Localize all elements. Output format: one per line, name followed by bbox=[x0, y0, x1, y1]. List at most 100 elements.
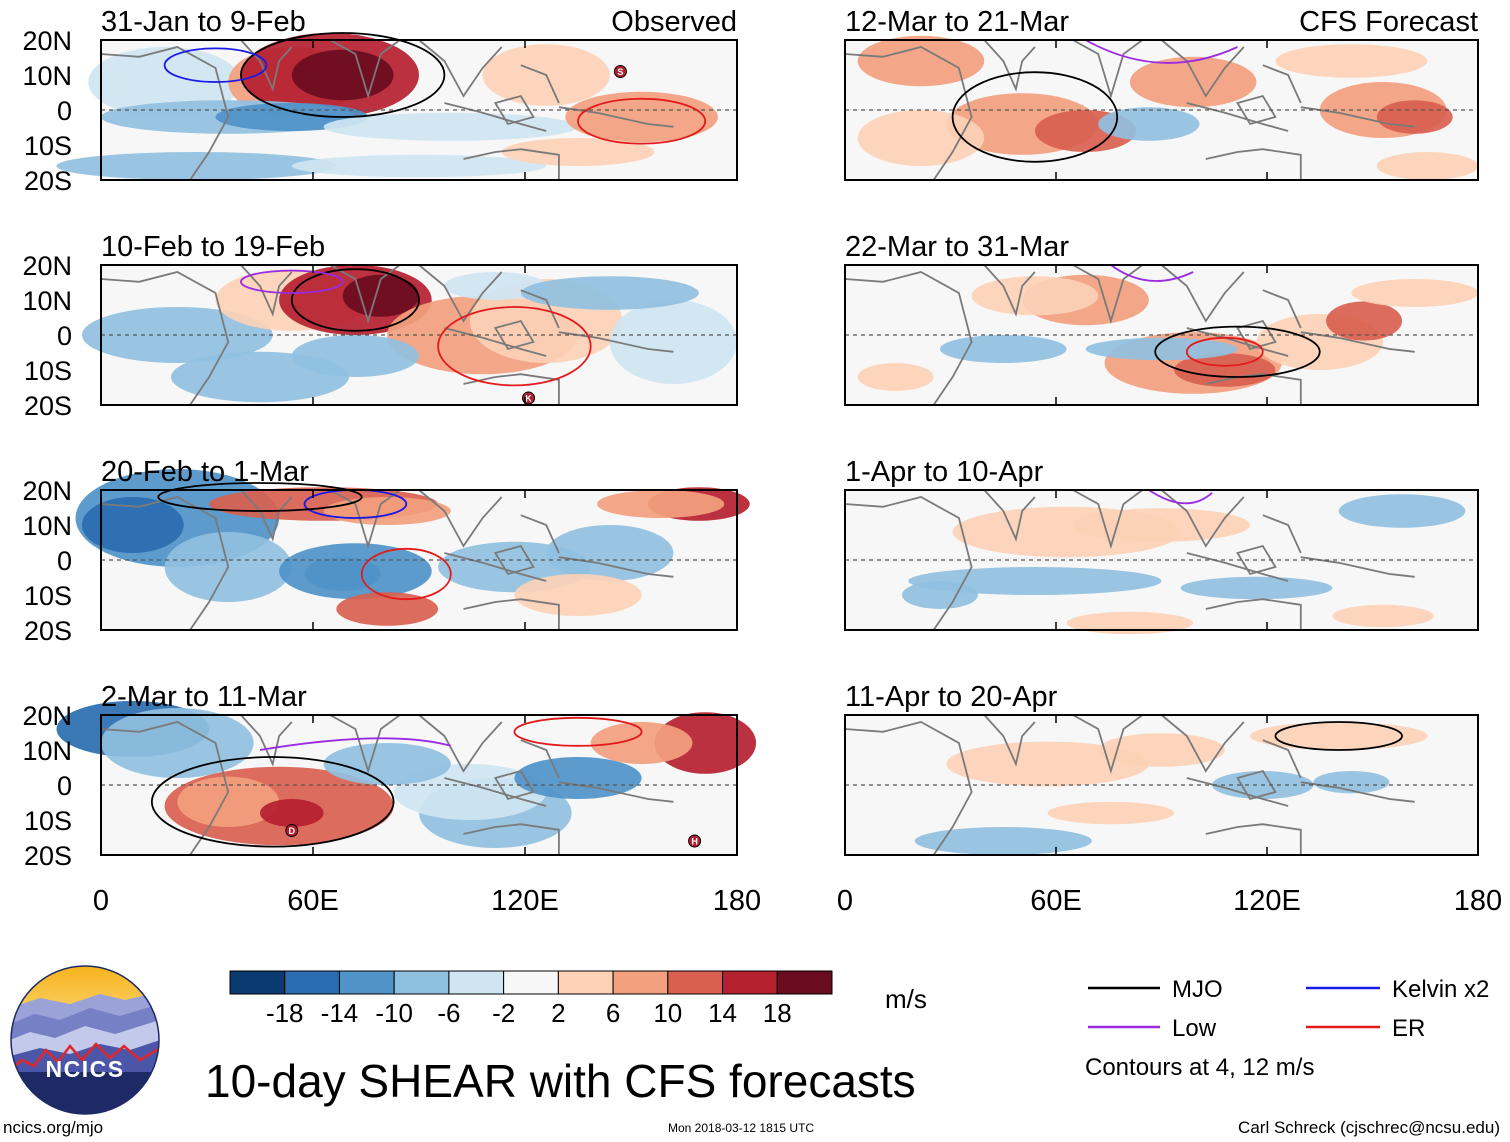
coastline bbox=[558, 556, 674, 578]
contour-er bbox=[577, 97, 707, 145]
colorbar-tick-label: -2 bbox=[492, 998, 515, 1028]
contour-low bbox=[259, 737, 452, 751]
coastline bbox=[463, 598, 560, 630]
x-tick-label: 120E bbox=[491, 885, 559, 917]
panel-date-label: 22-Mar to 31-Mar bbox=[845, 231, 1069, 263]
shear-region bbox=[1250, 722, 1428, 750]
coastline bbox=[240, 714, 293, 767]
y-tick-label: 0 bbox=[57, 771, 72, 801]
coastline bbox=[520, 739, 560, 779]
shear-region bbox=[514, 574, 642, 616]
y-tick-label: 10S bbox=[24, 131, 72, 161]
coastline bbox=[520, 289, 560, 329]
panel-1-3: 11-Apr to 20-Apr bbox=[844, 681, 1479, 856]
shear-region bbox=[565, 91, 718, 143]
y-tick-label: 0 bbox=[57, 321, 72, 351]
y-tick-label: 20N bbox=[22, 476, 72, 506]
coastline bbox=[444, 777, 547, 807]
y-tick-label: 20S bbox=[24, 841, 72, 871]
coastline bbox=[1262, 739, 1302, 779]
shear-region bbox=[946, 741, 1149, 787]
y-tick-label: 10S bbox=[24, 356, 72, 386]
storm-symbol: S bbox=[617, 67, 623, 77]
shear-region bbox=[291, 335, 419, 377]
coastline bbox=[558, 106, 674, 128]
panel-0-0: S 31-Jan to 9-Feb Observed bbox=[56, 6, 738, 181]
shear-region bbox=[501, 138, 655, 166]
colorbar-segment bbox=[393, 970, 450, 995]
panel-frame bbox=[844, 264, 1479, 406]
coastline bbox=[463, 823, 560, 855]
colorbar-tick-label: -14 bbox=[321, 998, 359, 1028]
shear-region bbox=[101, 708, 254, 778]
panel-frame bbox=[100, 264, 738, 406]
colorbar: -18 -14 -10 -6 -2 2 6 10 14 18 bbox=[229, 970, 833, 1028]
colorbar-segment bbox=[338, 970, 395, 995]
coastline bbox=[1205, 823, 1302, 855]
coastline bbox=[1186, 327, 1289, 357]
shear-region bbox=[514, 757, 642, 799]
x-tick-label: 180 bbox=[1454, 885, 1502, 917]
shear-region bbox=[1351, 279, 1478, 307]
panel-1-2: 1-Apr to 10-Apr bbox=[844, 456, 1479, 635]
y-tick-label: 0 bbox=[57, 96, 72, 126]
shear-region bbox=[1376, 152, 1478, 180]
column-header: CFS Forecast bbox=[1299, 6, 1478, 38]
coastline bbox=[1186, 552, 1289, 582]
shear-region bbox=[56, 152, 337, 180]
colorbar-tick-label: -10 bbox=[375, 998, 413, 1028]
coastline bbox=[1072, 264, 1144, 325]
coastline bbox=[329, 264, 401, 325]
x-tick-label: 0 bbox=[837, 885, 853, 917]
shear-region bbox=[520, 276, 699, 310]
shear-region bbox=[1066, 611, 1194, 635]
colorbar-tick-label: -18 bbox=[266, 998, 304, 1028]
logo-text: NCICS bbox=[45, 1056, 124, 1082]
x-tick-label: 0 bbox=[93, 885, 109, 917]
y-tick-label: 20N bbox=[22, 701, 72, 731]
storm-symbol: D bbox=[289, 826, 296, 836]
shear-region bbox=[291, 154, 547, 178]
colorbar-segment bbox=[284, 970, 340, 995]
coastline bbox=[463, 373, 560, 405]
panel-frame bbox=[844, 489, 1479, 631]
shear-region bbox=[1313, 771, 1390, 794]
shear-region bbox=[1180, 576, 1333, 600]
coastline bbox=[558, 781, 674, 803]
shear-region bbox=[546, 525, 674, 581]
colorbar-tick-label: 14 bbox=[708, 998, 737, 1028]
panel-0-3: D H 2-Mar to 11-Mar bbox=[56, 681, 757, 856]
column-header: Observed bbox=[611, 6, 737, 38]
coastline bbox=[100, 46, 230, 181]
contour-note: Contours at 4, 12 m/s bbox=[1085, 1054, 1314, 1081]
coastline bbox=[418, 264, 503, 323]
footer-center: Mon 2018-03-12 1815 UTC bbox=[668, 1121, 814, 1135]
contour-mjo bbox=[240, 32, 446, 118]
coastline bbox=[493, 94, 535, 126]
shear-region bbox=[1332, 604, 1434, 628]
coastline bbox=[1236, 94, 1277, 126]
coastline bbox=[1262, 64, 1302, 104]
shear-region bbox=[1085, 337, 1238, 361]
y-tick-label: 10N bbox=[22, 736, 72, 766]
coastline bbox=[1160, 714, 1245, 773]
y-tick-label: 20S bbox=[24, 616, 72, 646]
coastline bbox=[844, 46, 973, 181]
shear-region bbox=[857, 363, 934, 391]
coastline bbox=[493, 319, 535, 351]
coastline bbox=[1262, 289, 1302, 329]
coastline bbox=[100, 721, 230, 856]
panel-frame bbox=[100, 39, 738, 181]
x-axis-labels: 0 60E 120E 180 0 60E 120E 180 bbox=[93, 885, 1502, 917]
colorbar-units: m/s bbox=[885, 984, 927, 1014]
coastline bbox=[240, 264, 293, 317]
x-tick-label: 120E bbox=[1233, 885, 1301, 917]
coastline bbox=[1205, 598, 1302, 630]
shear-region bbox=[88, 47, 241, 117]
coastline bbox=[983, 489, 1036, 542]
shear-region bbox=[323, 743, 451, 785]
legend-label-er: ER bbox=[1392, 1015, 1425, 1042]
shear-region bbox=[336, 592, 439, 626]
shear-region bbox=[1047, 801, 1175, 825]
shear-region bbox=[914, 827, 1092, 855]
